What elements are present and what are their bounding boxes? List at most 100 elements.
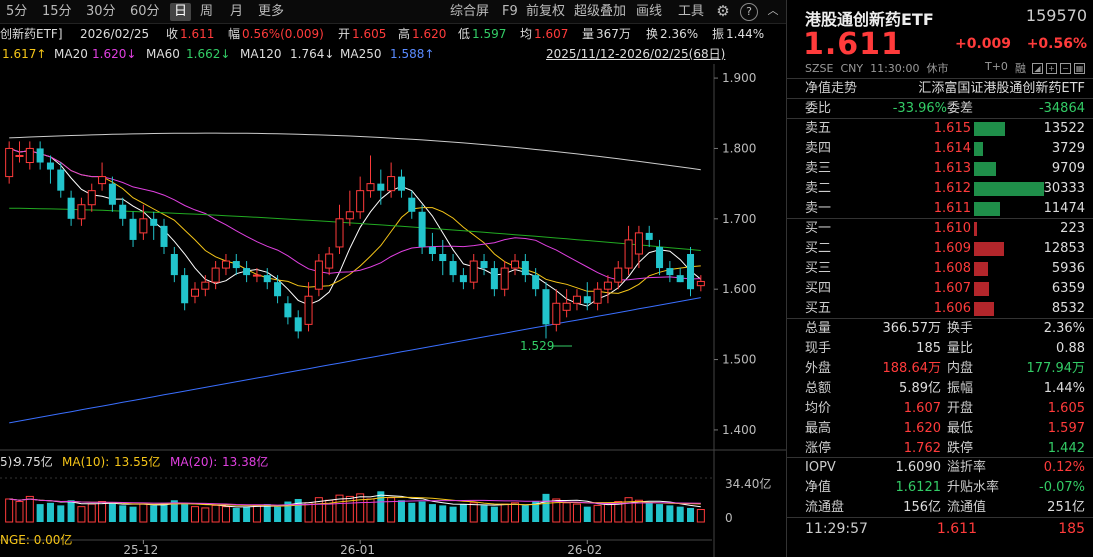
candle[interactable]: [232, 254, 240, 276]
candle[interactable]: [304, 282, 313, 332]
candle[interactable]: [439, 239, 447, 276]
candle[interactable]: [583, 282, 591, 311]
candle[interactable]: [108, 176, 116, 212]
chevron-up-icon[interactable]: ︿: [767, 4, 779, 17]
gear-icon[interactable]: ⚙: [716, 2, 730, 20]
candle[interactable]: [87, 183, 96, 212]
candle[interactable]: [170, 246, 178, 283]
candle[interactable]: [676, 268, 684, 283]
candle[interactable]: [603, 275, 612, 304]
candle[interactable]: [428, 232, 436, 262]
buy-level-4[interactable]: 买四 1.607 6359: [787, 279, 1093, 298]
add-box-icon[interactable]: +: [1046, 63, 1057, 74]
candle[interactable]: [449, 254, 457, 283]
down-box-icon[interactable]: ◢: [1032, 63, 1043, 74]
candle[interactable]: [542, 282, 550, 339]
period-month-button[interactable]: 月: [230, 4, 244, 19]
candle[interactable]: [77, 197, 86, 226]
sell-level-5[interactable]: 卖一 1.611 11474: [787, 199, 1093, 218]
candle[interactable]: [150, 211, 158, 240]
candle[interactable]: [274, 275, 282, 304]
composite-screen-button[interactable]: 综合屏: [450, 4, 490, 19]
candle[interactable]: [67, 190, 75, 226]
candle[interactable]: [314, 254, 323, 297]
adjust-button[interactable]: 前复权: [526, 4, 566, 19]
sell-level-2[interactable]: 卖四 1.614 3729: [787, 139, 1093, 158]
candle[interactable]: [25, 141, 34, 170]
candle[interactable]: [614, 261, 623, 290]
kline-chart[interactable]: 1.900 1.800 1.700 1.600 1.500 1.400 25-12 26-0…: [0, 64, 786, 557]
candle[interactable]: [252, 268, 261, 283]
candle[interactable]: [221, 254, 230, 276]
sell-level-3[interactable]: 卖三 1.613 9709: [787, 159, 1093, 178]
candle[interactable]: [593, 282, 602, 311]
candle[interactable]: [408, 190, 416, 219]
candle[interactable]: [490, 261, 498, 297]
period-day-button[interactable]: 日: [170, 3, 192, 21]
candle[interactable]: [459, 268, 467, 290]
candle[interactable]: [119, 197, 127, 226]
candle[interactable]: [5, 141, 14, 184]
candle[interactable]: [696, 275, 705, 292]
candle[interactable]: [356, 176, 365, 219]
candle[interactable]: [634, 225, 643, 269]
candle[interactable]: [397, 169, 405, 198]
buy-level-3[interactable]: 买三 1.608 5936: [787, 259, 1093, 278]
candle[interactable]: [129, 211, 137, 247]
sell-level-4[interactable]: 卖二 1.612 30333: [787, 179, 1093, 198]
overlay-button[interactable]: 超级叠加: [574, 4, 627, 19]
sell-level-1[interactable]: 卖五 1.615 13522: [787, 119, 1093, 138]
f9-button[interactable]: F9: [502, 4, 518, 19]
candle[interactable]: [552, 289, 561, 332]
candle[interactable]: [500, 261, 509, 297]
candle[interactable]: [377, 169, 385, 205]
minus-box-icon[interactable]: −: [1060, 63, 1071, 74]
candle[interactable]: [532, 268, 540, 297]
candle[interactable]: [656, 239, 664, 276]
candle[interactable]: [366, 155, 375, 198]
buy-level-5[interactable]: 买五 1.606 8532: [787, 299, 1093, 318]
candle[interactable]: [160, 218, 168, 254]
candle[interactable]: [521, 254, 529, 283]
candle[interactable]: [624, 225, 633, 276]
candle[interactable]: [243, 261, 251, 283]
period-60min-button[interactable]: 60分: [130, 4, 160, 19]
candle[interactable]: [687, 246, 695, 297]
candle[interactable]: [46, 155, 54, 184]
period-30min-button[interactable]: 30分: [86, 4, 116, 19]
nav-row[interactable]: 净值走势 汇添富国证港股通创新药ETF: [787, 79, 1093, 98]
candle[interactable]: [284, 296, 292, 325]
candle[interactable]: [645, 225, 653, 247]
candle[interactable]: [387, 162, 396, 198]
period-5min-button[interactable]: 5分: [6, 4, 28, 19]
tools-button[interactable]: 工具: [678, 4, 705, 19]
grid-box-icon[interactable]: ▦: [1074, 63, 1085, 74]
candle[interactable]: [511, 254, 520, 276]
period-15min-button[interactable]: 15分: [42, 4, 72, 19]
candle[interactable]: [335, 204, 344, 254]
date-range[interactable]: 2025/11/12-2026/02/25(68日): [546, 47, 726, 61]
candle[interactable]: [263, 268, 271, 290]
candle[interactable]: [345, 190, 354, 226]
candle[interactable]: [190, 282, 199, 304]
candle[interactable]: [15, 141, 24, 163]
candle[interactable]: [294, 310, 302, 339]
candle[interactable]: [181, 268, 189, 311]
candle[interactable]: [418, 204, 426, 254]
candle[interactable]: [57, 162, 65, 198]
buy-level-1[interactable]: 买一 1.610 223: [787, 219, 1093, 238]
candle[interactable]: [562, 289, 571, 318]
period-week-button[interactable]: 周: [200, 4, 214, 19]
candle[interactable]: [572, 289, 581, 311]
draw-line-button[interactable]: 画线: [636, 4, 663, 19]
candle[interactable]: [469, 254, 478, 290]
candle[interactable]: [211, 261, 220, 290]
period-more-button[interactable]: 更多: [258, 4, 285, 19]
candle[interactable]: [325, 246, 334, 276]
candle[interactable]: [201, 275, 210, 297]
question-icon[interactable]: ?: [740, 3, 758, 21]
candle[interactable]: [139, 204, 148, 240]
candle[interactable]: [480, 254, 488, 276]
candle[interactable]: [36, 141, 44, 170]
candle[interactable]: [666, 261, 674, 283]
